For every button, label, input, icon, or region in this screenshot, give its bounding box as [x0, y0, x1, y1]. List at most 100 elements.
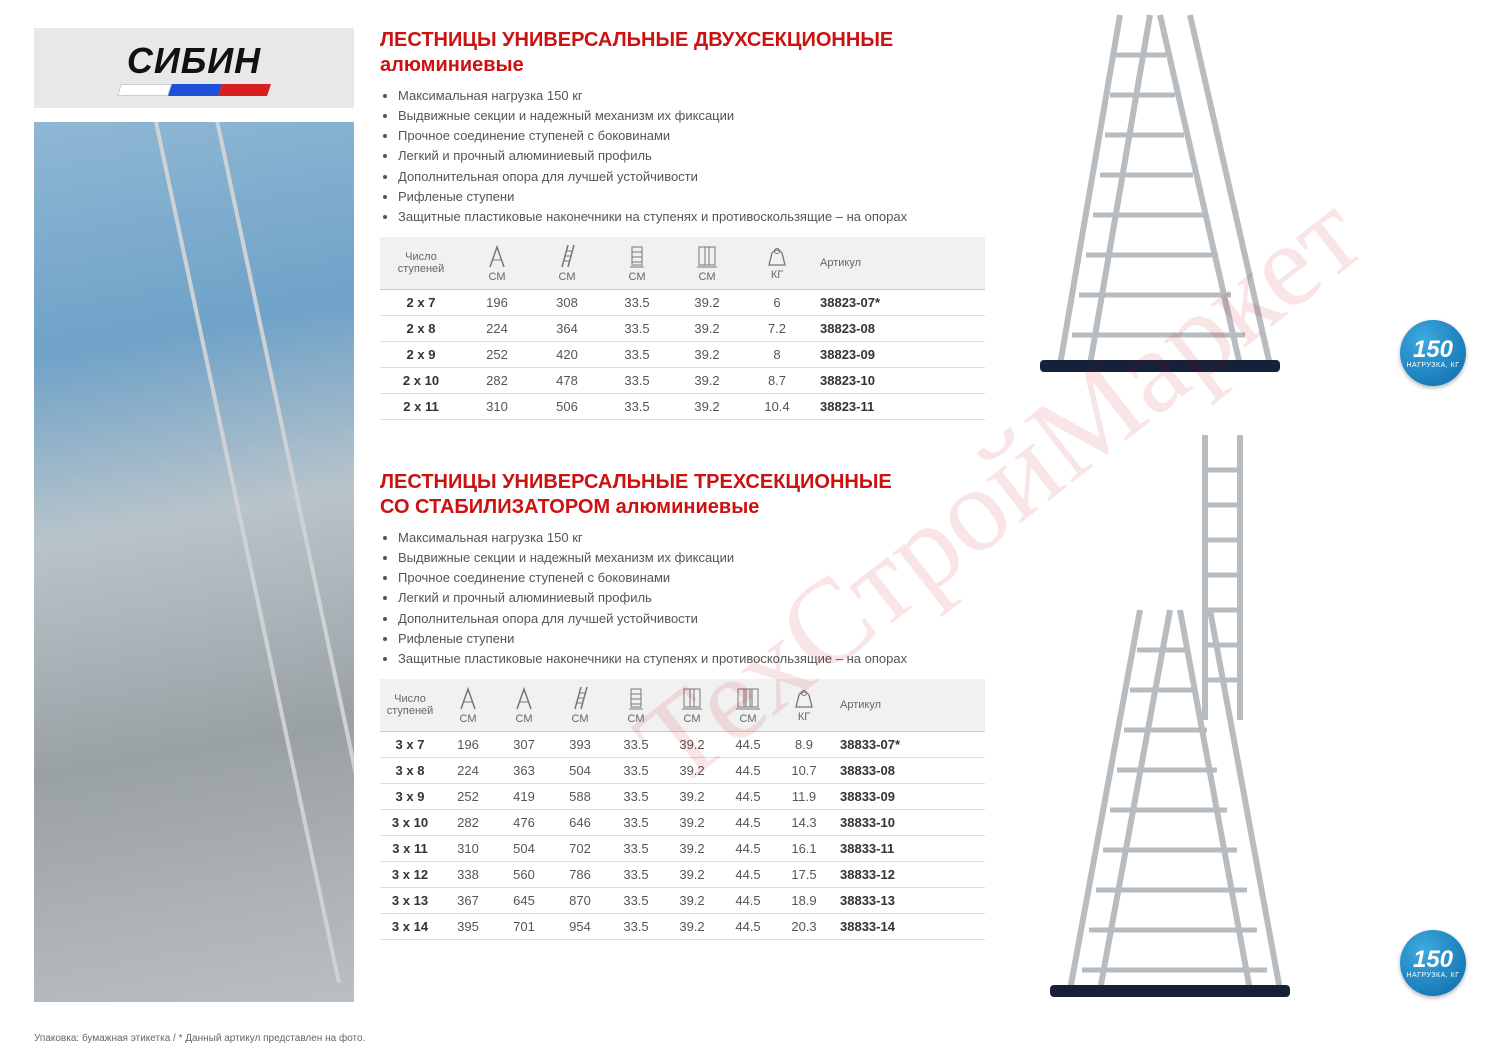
table-cell: 14.3	[776, 809, 832, 835]
col-header: СМ	[664, 679, 720, 732]
table-cell: 38833-09	[832, 783, 985, 809]
table-cell: 16.1	[776, 835, 832, 861]
feature-item: Максимальная нагрузка 150 кг	[398, 528, 1020, 548]
table-cell: 252	[462, 341, 532, 367]
col-header: СМ	[440, 679, 496, 732]
table-row: 3 x 1233856078633.539.244.517.538833-12	[380, 861, 985, 887]
table-cell: 252	[440, 783, 496, 809]
table-cell: 395	[440, 913, 496, 939]
table-cell: 38833-13	[832, 887, 985, 913]
table-cell: 476	[496, 809, 552, 835]
col-header: Число ступеней	[380, 679, 440, 732]
table-cell: 39.2	[664, 757, 720, 783]
table-cell: 310	[440, 835, 496, 861]
table-cell: 870	[552, 887, 608, 913]
col-header: СМ	[608, 679, 664, 732]
badge-value: 150	[1413, 948, 1453, 972]
col-header: СМ	[462, 237, 532, 290]
table-row: 3 x 1028247664633.539.244.514.338833-10	[380, 809, 985, 835]
table-cell: 2 x 8	[380, 315, 462, 341]
table-cell: 38833-08	[832, 757, 985, 783]
table-cell: 11.9	[776, 783, 832, 809]
table-cell: 44.5	[720, 861, 776, 887]
table-cell: 10.7	[776, 757, 832, 783]
table-cell: 3 x 9	[380, 783, 440, 809]
table-cell: 39.2	[672, 289, 742, 315]
table-cell: 478	[532, 367, 602, 393]
table-cell: 3 x 13	[380, 887, 440, 913]
badge-value: 150	[1413, 338, 1453, 362]
table-row: 3 x 1336764587033.539.244.518.938833-13	[380, 887, 985, 913]
col-header: СМ	[672, 237, 742, 290]
table-cell: 38833-14	[832, 913, 985, 939]
feature-item: Защитные пластиковые наконечники на ступ…	[398, 207, 1020, 227]
table-cell: 33.5	[608, 861, 664, 887]
table-cell: 39.2	[672, 341, 742, 367]
table-cell: 38823-09	[812, 341, 985, 367]
table-cell: 38823-08	[812, 315, 985, 341]
footnote: Упаковка: бумажная этикетка / * Данный а…	[34, 1033, 365, 1044]
col-header: СМ	[602, 237, 672, 290]
table-cell: 3 x 11	[380, 835, 440, 861]
table-cell: 20.3	[776, 913, 832, 939]
table-cell: 39.2	[672, 393, 742, 419]
table-cell: 33.5	[602, 341, 672, 367]
feature-item: Защитные пластиковые наконечники на ступ…	[398, 649, 1020, 669]
table-cell: 44.5	[720, 731, 776, 757]
title-line1: ЛЕСТНИЦЫ УНИВЕРСАЛЬНЫЕ ДВУХСЕКЦИОННЫЕ	[380, 29, 893, 51]
title-line1: ЛЕСТНИЦЫ УНИВЕРСАЛЬНЫЕ ТРЕХСЕКЦИОННЫЕ	[380, 471, 892, 493]
table-cell: 282	[462, 367, 532, 393]
ladder-3section-image	[1030, 430, 1290, 1010]
title-line2: СО СТАБИЛИЗАТОРОМ алюминиевые	[380, 495, 1020, 520]
table-cell: 44.5	[720, 809, 776, 835]
ladder-2section-image	[1030, 5, 1280, 385]
table-cell: 701	[496, 913, 552, 939]
table-row: 2 x 925242033.539.2838823-09	[380, 341, 985, 367]
col-header: КГ	[776, 679, 832, 732]
table-cell: 38833-07*	[832, 731, 985, 757]
table-cell: 8.7	[742, 367, 812, 393]
table-cell: 38833-10	[832, 809, 985, 835]
table-cell: 38833-12	[832, 861, 985, 887]
table-cell: 310	[462, 393, 532, 419]
table-row: 2 x 822436433.539.27.238823-08	[380, 315, 985, 341]
table-cell: 33.5	[602, 315, 672, 341]
title-line2: алюминиевые	[380, 53, 1020, 78]
table-cell: 38823-10	[812, 367, 985, 393]
table-cell: 33.5	[608, 731, 664, 757]
table-cell: 364	[532, 315, 602, 341]
table-cell: 282	[440, 809, 496, 835]
table-cell: 338	[440, 861, 496, 887]
table-cell: 6	[742, 289, 812, 315]
table-cell: 39.2	[664, 809, 720, 835]
table-cell: 3 x 14	[380, 913, 440, 939]
section1-table: Число ступенейСМСМСМСМКГАртикул2 x 71963…	[380, 237, 985, 420]
col-header: КГ	[742, 237, 812, 290]
feature-item: Рифленые ступени	[398, 629, 1020, 649]
col-header: СМ	[532, 237, 602, 290]
table-row: 2 x 719630833.539.2638823-07*	[380, 289, 985, 315]
table-cell: 506	[532, 393, 602, 419]
table-cell: 308	[532, 289, 602, 315]
table-cell: 33.5	[602, 289, 672, 315]
section2-table: Число ступенейСМСМСМСМСМСМКГАртикул3 x 7…	[380, 679, 985, 940]
section1-title: ЛЕСТНИЦЫ УНИВЕРСАЛЬНЫЕ ДВУХСЕКЦИОННЫЕ ал…	[380, 28, 1020, 78]
table-cell: 17.5	[776, 861, 832, 887]
section2-features: Максимальная нагрузка 150 кгВыдвижные се…	[384, 528, 1020, 669]
feature-item: Легкий и прочный алюминиевый профиль	[398, 146, 1020, 166]
badge-unit: НАГРУЗКА, КГ	[1406, 362, 1459, 369]
feature-item: Максимальная нагрузка 150 кг	[398, 86, 1020, 106]
feature-item: Дополнительная опора для лучшей устойчив…	[398, 609, 1020, 629]
col-header: СМ	[720, 679, 776, 732]
table-row: 3 x 822436350433.539.244.510.738833-08	[380, 757, 985, 783]
table-cell: 39.2	[672, 315, 742, 341]
col-header: СМ	[552, 679, 608, 732]
table-cell: 38833-11	[832, 835, 985, 861]
table-cell: 2 x 10	[380, 367, 462, 393]
table-cell: 2 x 11	[380, 393, 462, 419]
table-cell: 33.5	[608, 809, 664, 835]
table-row: 3 x 925241958833.539.244.511.938833-09	[380, 783, 985, 809]
table-cell: 393	[552, 731, 608, 757]
table-cell: 44.5	[720, 887, 776, 913]
table-cell: 39.2	[672, 367, 742, 393]
